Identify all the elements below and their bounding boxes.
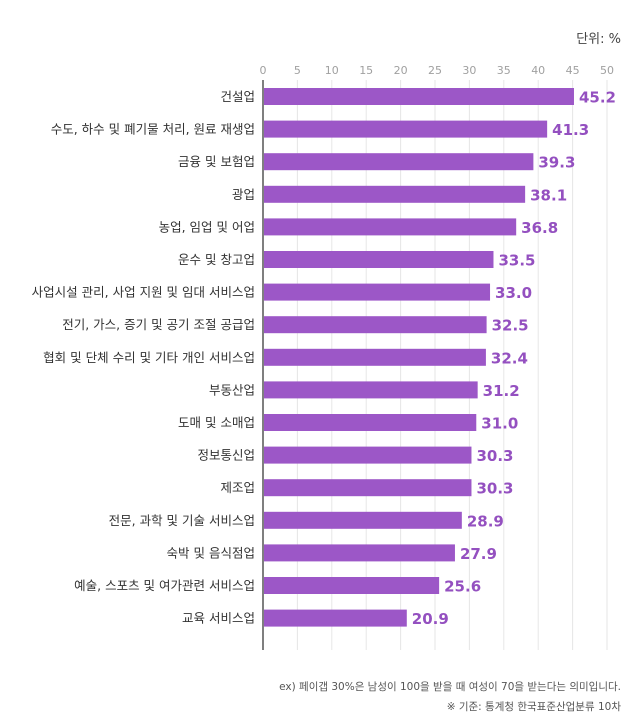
footnote-source: ※ 기준: 통계청 한국표준산업분류 10차 xyxy=(446,701,621,713)
category-label: 금융 및 보험업 xyxy=(178,154,255,169)
tick-label: 5 xyxy=(294,64,301,77)
value-label: 36.8 xyxy=(521,219,558,237)
category-label: 교육 서비스업 xyxy=(182,611,255,626)
tick-label: 30 xyxy=(462,64,476,77)
bar xyxy=(264,544,455,562)
value-label: 31.0 xyxy=(481,415,518,433)
value-label: 32.4 xyxy=(491,349,528,367)
bar xyxy=(264,446,472,464)
category-label: 정보통신업 xyxy=(197,448,255,463)
bar xyxy=(264,609,407,627)
tick-label: 40 xyxy=(531,64,545,77)
value-label: 32.5 xyxy=(492,317,529,335)
category-label: 부동산업 xyxy=(209,382,255,397)
bar xyxy=(264,348,486,366)
value-label: 38.1 xyxy=(530,186,567,204)
category-label: 건설업 xyxy=(220,89,255,104)
value-label: 30.3 xyxy=(476,447,513,465)
value-label: 30.3 xyxy=(476,480,513,498)
category-label: 예술, 스포츠 및 여가관련 서비스업 xyxy=(74,578,255,593)
bar xyxy=(264,120,548,138)
bar xyxy=(264,153,534,171)
category-label: 전문, 과학 및 기술 서비스업 xyxy=(109,513,255,528)
bar xyxy=(264,511,462,529)
value-label: 33.0 xyxy=(495,284,532,302)
tick-label: 20 xyxy=(394,64,408,77)
bar xyxy=(264,316,487,334)
bar xyxy=(264,381,478,399)
value-label: 33.5 xyxy=(498,252,535,270)
value-label: 27.9 xyxy=(460,545,497,563)
category-label: 전기, 가스, 증기 및 공기 조절 공급업 xyxy=(62,317,255,332)
bar xyxy=(264,88,574,105)
category-label: 제조업 xyxy=(220,480,255,495)
bar xyxy=(264,577,440,594)
category-label: 농업, 임업 및 어업 xyxy=(159,219,255,234)
tick-label: 35 xyxy=(497,64,511,77)
x-axis-ticks: 0 5 10 15 20 25 30 35 40 45 50 xyxy=(260,64,615,77)
bar xyxy=(264,218,517,236)
category-label: 협회 및 단체 수리 및 기타 개인 서비스업 xyxy=(43,350,255,365)
bar xyxy=(264,185,526,203)
bar xyxy=(264,251,494,268)
unit-label: 단위: % xyxy=(576,32,621,47)
value-label: 31.2 xyxy=(483,382,520,400)
category-label: 숙박 및 음식점업 xyxy=(167,545,255,560)
bars xyxy=(264,88,574,627)
category-label: 수도, 하수 및 폐기물 처리, 원료 재생업 xyxy=(51,122,255,137)
tick-label: 45 xyxy=(566,64,580,77)
tick-label: 10 xyxy=(325,64,339,77)
value-labels: 45.2 41.3 39.3 38.1 36.8 33.5 33.0 32.5 32.4 31.2… xyxy=(412,89,616,629)
value-label: 28.9 xyxy=(467,512,504,530)
category-label: 도매 및 소매업 xyxy=(178,415,255,430)
category-label: 광업 xyxy=(232,187,255,202)
category-label: 운수 및 창고업 xyxy=(178,252,255,267)
value-label: 41.3 xyxy=(552,121,589,139)
value-label: 45.2 xyxy=(579,89,616,107)
footnote-example: ex) 페이갭 30%은 남성이 100을 받을 때 여성이 70을 받는다는 … xyxy=(279,681,621,693)
tick-label: 15 xyxy=(359,64,373,77)
bar xyxy=(264,414,477,431)
tick-label: 0 xyxy=(260,64,267,77)
category-label: 사업시설 관리, 사업 지원 및 임대 서비스업 xyxy=(32,285,255,300)
tick-label: 25 xyxy=(428,64,442,77)
value-label: 20.9 xyxy=(412,610,449,628)
bar xyxy=(264,479,472,497)
value-label: 39.3 xyxy=(538,154,575,172)
bar xyxy=(264,283,491,301)
tick-label: 50 xyxy=(600,64,614,77)
value-label: 25.6 xyxy=(444,578,481,596)
